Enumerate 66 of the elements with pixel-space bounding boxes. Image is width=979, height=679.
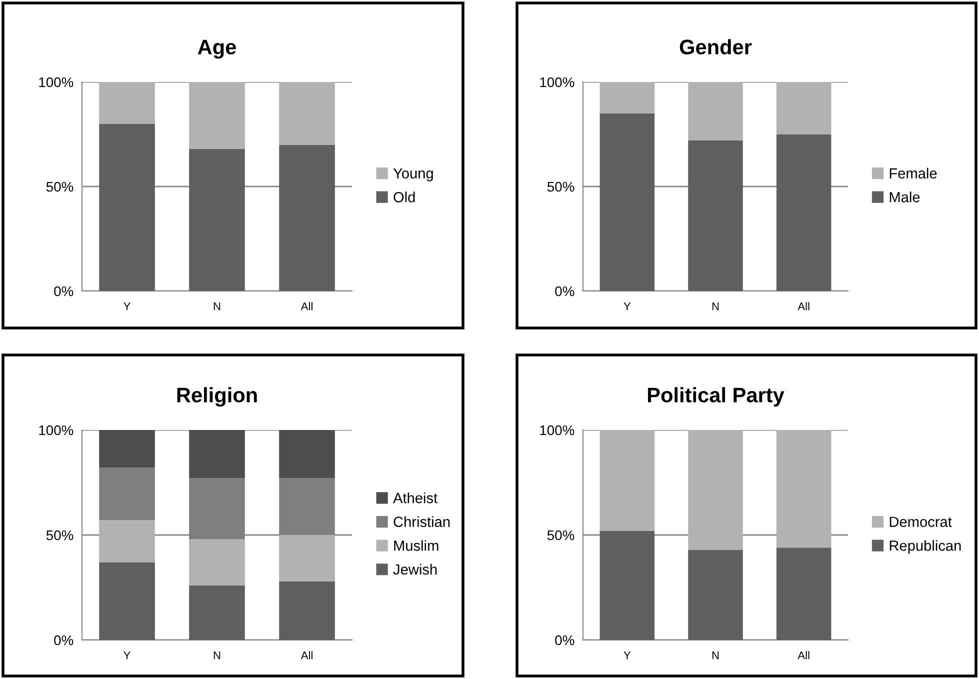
x-tick-label: Y xyxy=(124,652,130,660)
x-tick-label: All xyxy=(798,302,810,310)
bar xyxy=(279,144,335,291)
bar xyxy=(600,430,655,531)
y-tick-label: 100% xyxy=(540,77,574,88)
y-tick-label: 0% xyxy=(54,286,74,296)
y-tick-label: 50% xyxy=(46,530,74,540)
bar xyxy=(688,550,743,640)
bar xyxy=(189,539,245,586)
x-tick-label: N xyxy=(214,652,220,660)
legend-label: Democrat xyxy=(890,516,952,528)
bar xyxy=(99,82,155,124)
bar xyxy=(279,535,335,582)
legend-label: Muslim xyxy=(394,540,438,551)
bar xyxy=(688,140,743,291)
bar xyxy=(99,430,155,468)
bar xyxy=(99,124,155,291)
y-tick-label: 100% xyxy=(39,77,74,88)
x-tick-label: N xyxy=(214,302,220,310)
y-tick-label: 100% xyxy=(540,425,574,436)
bar xyxy=(189,430,245,478)
x-tick-label: N xyxy=(712,652,719,660)
y-tick-label: 100% xyxy=(39,425,74,436)
bar xyxy=(776,548,832,640)
x-tick-label: All xyxy=(798,651,810,660)
bar xyxy=(776,134,832,291)
x-tick-label: N xyxy=(712,302,719,310)
legend-label: Christian xyxy=(394,516,450,528)
bar xyxy=(189,585,245,640)
legend-label: Old xyxy=(394,192,415,202)
x-tick-label: Y xyxy=(624,652,631,660)
bar xyxy=(279,82,335,145)
y-tick-label: 50% xyxy=(547,182,574,192)
bar xyxy=(279,581,335,640)
bar xyxy=(99,562,155,640)
bar xyxy=(776,430,832,548)
bar xyxy=(776,82,832,134)
y-tick-label: 50% xyxy=(547,530,574,540)
y-tick-label: 0% xyxy=(54,635,74,646)
x-tick-label: Y xyxy=(124,302,130,310)
legend-label: Jewish xyxy=(393,564,437,575)
legend-label: Atheist xyxy=(393,492,438,504)
x-tick-label: All xyxy=(300,651,312,660)
y-tick-label: 50% xyxy=(46,182,74,192)
bar xyxy=(688,430,743,550)
legend-label: Young xyxy=(393,168,433,182)
chart-title: Political Party xyxy=(648,387,784,407)
bar xyxy=(688,82,743,141)
bar xyxy=(600,530,655,640)
chart-title: Religion xyxy=(177,387,257,407)
x-tick-label: Y xyxy=(624,302,631,310)
bar xyxy=(279,430,335,478)
chart-title: Age xyxy=(198,40,236,59)
bar xyxy=(99,520,155,562)
y-tick-label: 0% xyxy=(555,286,574,296)
legend-label: Female xyxy=(890,168,937,179)
bar xyxy=(600,113,655,291)
bar xyxy=(189,148,245,291)
chart-title: Gender xyxy=(680,39,752,54)
legend-label: Male xyxy=(890,192,920,202)
bar xyxy=(600,82,655,114)
legend-label: Republican xyxy=(890,540,961,554)
bar xyxy=(99,468,155,520)
x-tick-label: All xyxy=(300,302,312,310)
bar xyxy=(189,82,245,149)
y-tick-label: 0% xyxy=(555,635,574,646)
